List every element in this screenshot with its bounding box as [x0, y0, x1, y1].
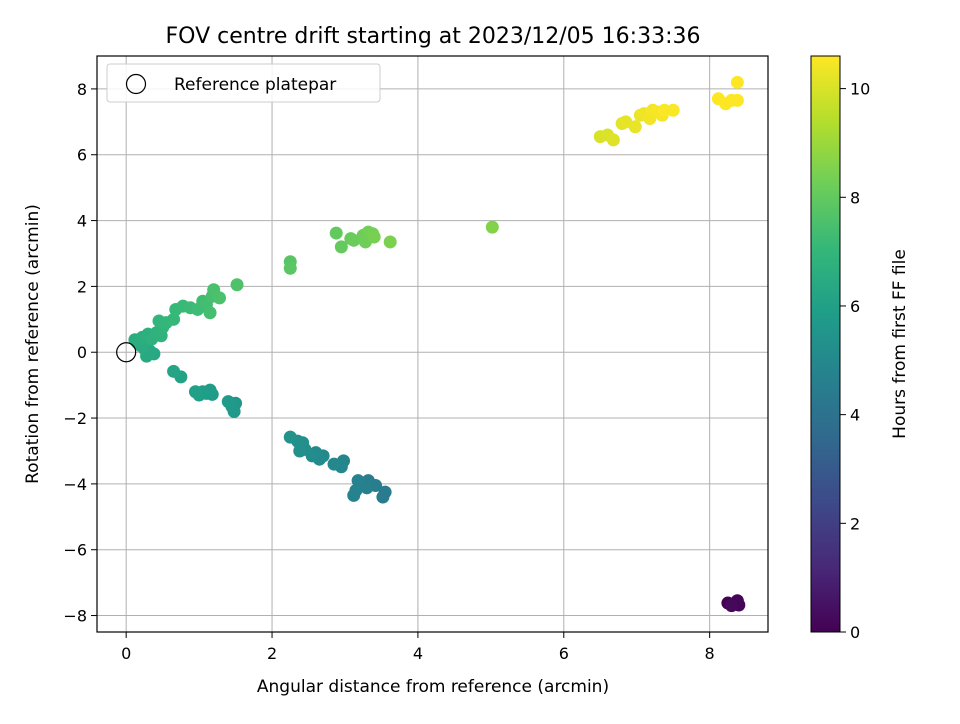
scatter-points — [116, 75, 746, 613]
scatter-point — [351, 474, 365, 488]
scatter-point — [203, 306, 217, 320]
colorbar-label: Hours from first FF file — [890, 249, 910, 439]
scatter-point — [230, 278, 244, 292]
scatter-point — [730, 93, 744, 107]
scatter-point — [485, 220, 499, 234]
x-axis-label: Angular distance from reference (arcmin) — [257, 677, 609, 697]
y-tick-label: −8 — [63, 607, 87, 626]
colorbar-tick-label: 2 — [850, 514, 860, 533]
scatter-point — [221, 395, 235, 409]
scatter-point — [606, 133, 620, 147]
legend: Reference platepar — [106, 63, 381, 103]
grid-lines — [97, 56, 768, 632]
y-tick-label: 6 — [77, 146, 87, 165]
x-tick-label: 4 — [413, 644, 423, 663]
x-axis-ticks: 0 2 4 6 8 — [121, 632, 715, 663]
x-tick-label: 8 — [705, 644, 715, 663]
scatter-point — [329, 226, 343, 240]
colorbar-tick-label: 0 — [850, 623, 860, 642]
colorbar-tick-label: 4 — [850, 406, 860, 425]
scatter-point — [383, 235, 397, 249]
scatter-point — [376, 490, 390, 504]
y-tick-label: 2 — [77, 277, 87, 296]
y-axis-label: Rotation from reference (arcmin) — [23, 204, 43, 484]
x-tick-label: 2 — [267, 644, 277, 663]
colorbar-tick-label: 10 — [850, 80, 870, 99]
scatter-point — [327, 457, 341, 471]
y-tick-label: 4 — [77, 212, 87, 231]
scatter-point — [293, 444, 307, 458]
legend-box — [106, 63, 381, 103]
scatter-point — [730, 75, 744, 89]
scatter-point — [334, 240, 348, 254]
legend-reference-marker — [125, 73, 147, 95]
colorbar-ticks: 0 2 4 6 8 10 — [840, 80, 870, 642]
y-axis-ticks: −8 −6 −4 −2 0 2 4 6 8 — [63, 80, 97, 626]
reference-platepar-marker — [116, 342, 137, 363]
scatter-point — [213, 291, 227, 305]
scatter-point — [283, 430, 297, 444]
colorbar — [810, 55, 841, 633]
y-tick-label: −2 — [63, 409, 87, 428]
scatter-point — [188, 385, 202, 399]
scatter-point — [725, 599, 739, 613]
scatter-point — [367, 230, 381, 244]
colorbar-tick-label: 6 — [850, 297, 860, 316]
scatter-point — [167, 312, 181, 326]
scatter-point — [283, 261, 297, 275]
chart-title: FOV centre drift starting at 2023/12/05 … — [166, 24, 701, 49]
scatter-point — [628, 120, 642, 134]
x-tick-label: 0 — [121, 644, 131, 663]
colorbar-tick-label: 8 — [850, 188, 860, 207]
y-tick-label: 0 — [77, 343, 87, 362]
scatter-point — [666, 103, 680, 117]
y-tick-label: 8 — [77, 80, 87, 99]
legend-entry-reference-platepar: Reference platepar — [174, 75, 336, 95]
scatter-point — [347, 488, 361, 502]
x-tick-label: 6 — [559, 644, 569, 663]
y-tick-label: −4 — [63, 475, 87, 494]
scatter-point — [167, 364, 181, 378]
plot-area-frame — [96, 55, 769, 633]
y-tick-label: −6 — [63, 541, 87, 560]
scatter-point — [360, 481, 374, 495]
